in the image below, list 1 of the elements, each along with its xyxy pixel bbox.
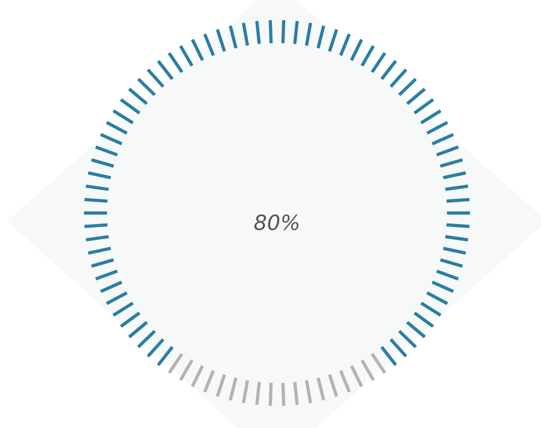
text: 80%	[254, 211, 300, 235]
